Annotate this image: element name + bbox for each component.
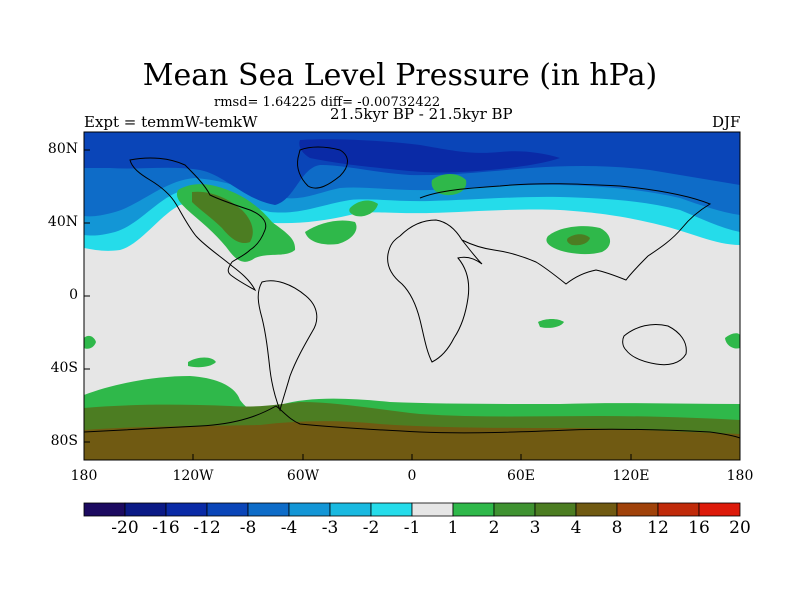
south-brown-band [84, 421, 740, 460]
north-dark-blue-core [299, 139, 560, 173]
colorbar-label: 20 [729, 518, 751, 538]
south-america-coastline [257, 280, 318, 412]
colorbar-label: 4 [570, 518, 582, 538]
pacific-west-green-patch [84, 335, 96, 349]
x-tick-60e: 60E [506, 468, 536, 484]
stats-text: rmsd= 1.64225 diff= -0.00732422 [214, 95, 441, 110]
antarctica-coastline [84, 405, 740, 439]
eurasia-coastline [419, 183, 712, 285]
colorbar-swatch [452, 502, 495, 517]
page-title: Mean Sea Level Pressure (in hPa) [142, 58, 658, 93]
colorbar-swatch [329, 502, 372, 517]
colorbar-swatch [411, 502, 454, 517]
north-america-coastline [129, 157, 267, 292]
colorbar-swatch [534, 502, 577, 517]
colorbar-label: 8 [611, 518, 623, 538]
colorbar-label: 16 [688, 518, 710, 538]
colorbar-swatch [288, 502, 331, 517]
x-tick-0: 0 [407, 468, 417, 484]
indian-ocean-green-patch [538, 319, 564, 328]
axis-ticks [83, 149, 741, 460]
season-label: DJF [712, 113, 741, 131]
colorbar-label: -12 [193, 518, 221, 538]
colorbar-label: -8 [239, 518, 257, 538]
colorbar-swatch [83, 502, 126, 517]
y-tick-80s: 80S [50, 433, 78, 449]
colorbar-label: 3 [529, 518, 541, 538]
north-atlantic-green-patch [349, 200, 378, 217]
colorbar-label: -3 [321, 518, 339, 538]
europe-africa-coastline [387, 219, 483, 363]
colorbar-swatch [493, 502, 536, 517]
x-tick-120w: 120W [172, 468, 214, 484]
coastlines [84, 146, 740, 439]
colorbar-label: -1 [403, 518, 421, 538]
colorbar-label: -4 [280, 518, 298, 538]
colorbar-swatch [247, 502, 290, 517]
south-pacific-green-patch [188, 357, 216, 368]
north-america-olive-region [192, 191, 253, 244]
colorbar-label: 12 [647, 518, 669, 538]
x-tick-120e: 120E [612, 468, 650, 484]
y-tick-80n: 80N [47, 141, 78, 157]
colorbar-label: -2 [362, 518, 380, 538]
colorbar-swatch [657, 502, 700, 517]
colorbar-swatch [370, 502, 413, 517]
subtitle: 21.5kyr BP - 21.5kyr BP [330, 105, 513, 123]
colorbar-swatch [575, 502, 618, 517]
x-tick-180w: 180 [70, 468, 98, 484]
colorbar-label: -20 [111, 518, 139, 538]
australia-coastline [622, 323, 687, 366]
map-plot-area [84, 132, 740, 460]
experiment-label: Expt = temmW-temkW [84, 113, 258, 131]
y-tick-0: 0 [69, 287, 78, 303]
asia-olive-core [567, 234, 590, 246]
x-tick-60w: 60W [286, 468, 320, 484]
y-tick-40s: 40S [50, 360, 78, 376]
colorbar-swatch [206, 502, 249, 517]
colorbar-swatch [616, 502, 659, 517]
y-tick-40n: 40N [47, 214, 78, 230]
pacific-east-green-patch [725, 333, 740, 349]
atlantic-green-region [305, 220, 357, 245]
colorbar-swatch [165, 502, 208, 517]
colorbar-swatch [124, 502, 167, 517]
colorbar-swatch [698, 502, 741, 517]
x-tick-180e: 180 [726, 468, 754, 484]
colorbar-label: 2 [488, 518, 500, 538]
colorbar-label: -16 [152, 518, 180, 538]
colorbar [83, 502, 741, 517]
greenland-coastline [297, 146, 348, 189]
colorbar-label: 1 [447, 518, 459, 538]
